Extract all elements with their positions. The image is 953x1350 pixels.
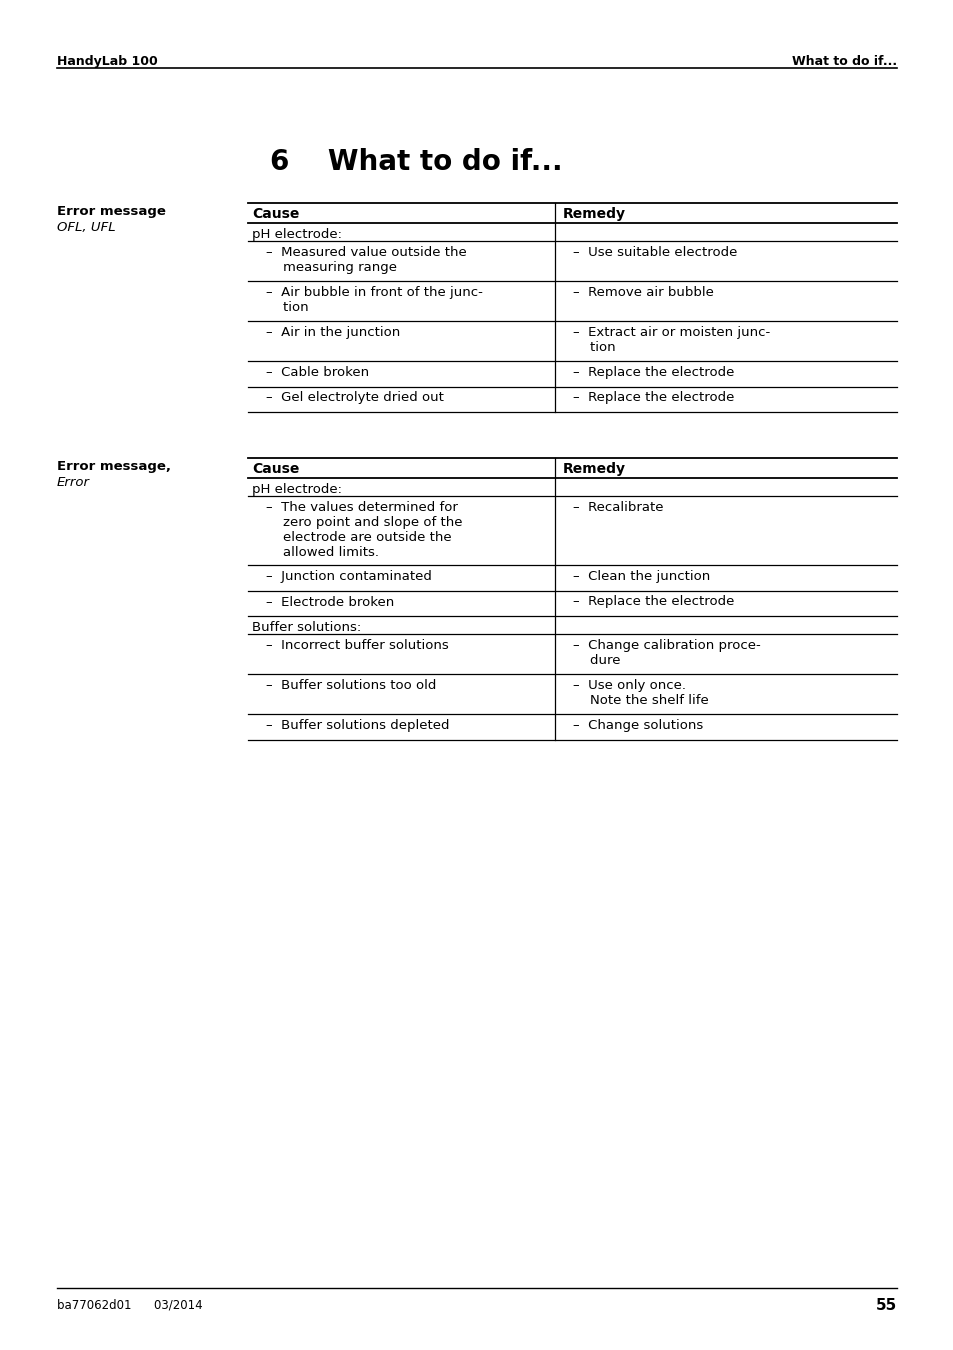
Text: –  Measured value outside the
    measuring range: – Measured value outside the measuring r… [266, 246, 466, 274]
Text: Error message,: Error message, [57, 460, 171, 472]
Text: –  Junction contaminated: – Junction contaminated [266, 570, 432, 583]
Text: –  The values determined for
    zero point and slope of the
    electrode are o: – The values determined for zero point a… [266, 501, 462, 559]
Text: –  Air in the junction: – Air in the junction [266, 325, 400, 339]
Text: Cause: Cause [252, 207, 299, 221]
Text: 6    What to do if...: 6 What to do if... [270, 148, 562, 176]
Text: Error: Error [57, 477, 90, 489]
Text: –  Buffer solutions depleted: – Buffer solutions depleted [266, 720, 449, 732]
Text: ba77062d01      03/2014: ba77062d01 03/2014 [57, 1297, 202, 1311]
Text: –  Recalibrate: – Recalibrate [573, 501, 662, 514]
Text: –  Buffer solutions too old: – Buffer solutions too old [266, 679, 436, 693]
Text: –  Extract air or moisten junc-
    tion: – Extract air or moisten junc- tion [573, 325, 769, 354]
Text: –  Air bubble in front of the junc-
    tion: – Air bubble in front of the junc- tion [266, 286, 482, 315]
Text: Error message: Error message [57, 205, 166, 217]
Text: –  Remove air bubble: – Remove air bubble [573, 286, 713, 298]
Text: Remedy: Remedy [562, 207, 625, 221]
Text: –  Change calibration proce-
    dure: – Change calibration proce- dure [573, 639, 760, 667]
Text: –  Replace the electrode: – Replace the electrode [573, 392, 734, 405]
Text: –  Clean the junction: – Clean the junction [573, 570, 709, 583]
Text: Remedy: Remedy [562, 462, 625, 477]
Text: Cause: Cause [252, 462, 299, 477]
Text: pH electrode:: pH electrode: [252, 483, 341, 495]
Text: –  Incorrect buffer solutions: – Incorrect buffer solutions [266, 639, 448, 652]
Text: –  Cable broken: – Cable broken [266, 366, 369, 379]
Text: Buffer solutions:: Buffer solutions: [252, 621, 361, 634]
Text: 55: 55 [875, 1297, 896, 1314]
Text: OFL, UFL: OFL, UFL [57, 221, 115, 234]
Text: What to do if...: What to do if... [791, 55, 896, 68]
Text: –  Change solutions: – Change solutions [573, 720, 702, 732]
Text: –  Electrode broken: – Electrode broken [266, 595, 394, 609]
Text: –  Use only once.
    Note the shelf life: – Use only once. Note the shelf life [573, 679, 708, 707]
Text: –  Use suitable electrode: – Use suitable electrode [573, 246, 737, 259]
Text: –  Replace the electrode: – Replace the electrode [573, 366, 734, 379]
Text: pH electrode:: pH electrode: [252, 228, 341, 242]
Text: –  Replace the electrode: – Replace the electrode [573, 595, 734, 609]
Text: –  Gel electrolyte dried out: – Gel electrolyte dried out [266, 392, 443, 405]
Text: HandyLab 100: HandyLab 100 [57, 55, 157, 68]
